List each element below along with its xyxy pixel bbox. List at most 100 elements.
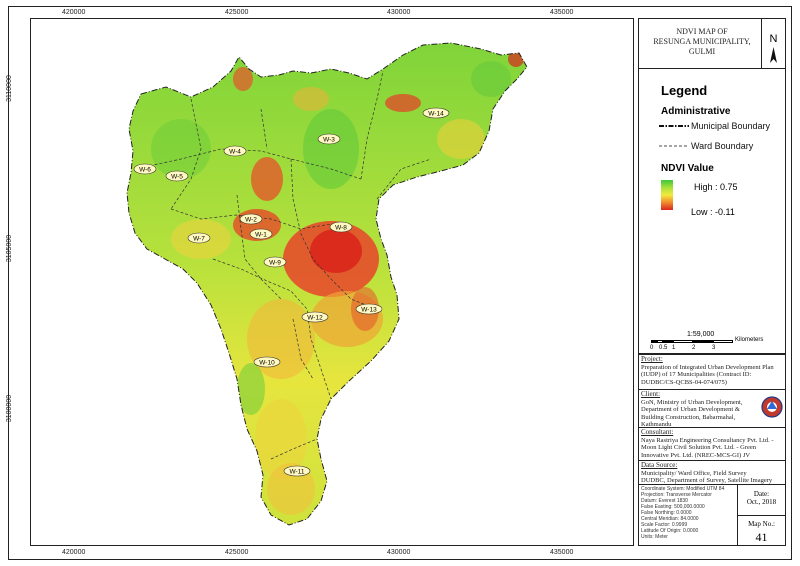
x-tick-top-4: 435000 <box>550 9 574 16</box>
map-title-line1: NDVI MAP OF <box>676 27 728 36</box>
coord-line: Latitude Of Origin: 0.0000 <box>641 528 699 534</box>
ndvi-gradient-swatch <box>661 180 673 210</box>
client-heading: Client: <box>641 390 661 398</box>
ward-w7-text: W-7 <box>193 236 205 243</box>
map-number-value: 41 <box>755 530 768 544</box>
data-source-section: Data Source: Municipality/ Ward Office, … <box>641 461 783 485</box>
map-title-line2: RESUNGA MUNICIPALITY, <box>653 37 751 46</box>
municipal-boundary <box>126 42 528 526</box>
project-section: Project: Preparation of Integrated Urban… <box>641 355 783 386</box>
map-info-panel: NDVI MAP OF RESUNGA MUNICIPALITY, GULMI … <box>638 18 786 546</box>
ward-w4-text: W-4 <box>229 149 241 156</box>
divider <box>639 389 785 390</box>
ward-w5-text: W-5 <box>171 174 183 181</box>
ward-label-w14: W-14 <box>422 107 450 119</box>
legend-ndvi-heading: NDVI Value <box>661 163 714 174</box>
x-tick-top-2: 425000 <box>225 9 249 16</box>
municipal-boundary-symbol <box>659 125 689 127</box>
project-heading: Project: <box>641 355 663 363</box>
legend-block <box>639 69 785 354</box>
project-text: Preparation of Integrated Urban Developm… <box>641 363 774 386</box>
y-tick-left-3: 3100000 <box>6 394 14 423</box>
legend-ndvi-low: Low : -0.11 <box>691 207 735 217</box>
coord-line: Coordinate System: Modified UTM 84 <box>641 486 725 492</box>
ward-w10-text: W-10 <box>259 360 275 367</box>
ward-label-w11: W-11 <box>283 465 311 477</box>
map-title-line3: GULMI <box>688 47 716 56</box>
client-section: Client: GoN, Ministry of Urban Developme… <box>641 390 759 429</box>
ward-label-w13: W-13 <box>355 303 383 315</box>
divider <box>639 484 785 485</box>
title-block: NDVI MAP OF RESUNGA MUNICIPALITY, GULMI … <box>639 19 785 69</box>
ward-label-w5: W-5 <box>165 170 189 182</box>
x-tick-top-1: 420000 <box>62 9 86 16</box>
ward-boundaries <box>134 70 432 460</box>
legend-municipal-boundary: Municipal Boundary <box>691 121 771 131</box>
map-canvas[interactable]: W-6 W-5 W-4 W-3 W-14 W-2 W-1 W-7 W-8 W-9… <box>30 18 634 546</box>
legend-title: Legend <box>661 83 708 98</box>
ward-label-w9: W-9 <box>263 256 287 268</box>
ward-w11-text: W-11 <box>290 469 305 476</box>
ward-label-w4: W-4 <box>223 145 247 157</box>
y-tick-left-1: 3110000 <box>5 75 13 102</box>
ward-w1-text: W-1 <box>255 232 267 239</box>
ward-w8-text: W-8 <box>335 225 347 232</box>
ward-labels: W-6 W-5 W-4 W-3 W-14 W-2 W-1 W-7 W-8 W-9… <box>133 107 450 477</box>
ward-w6-text: W-6 <box>139 167 151 174</box>
data-source-heading: Data Source: <box>641 461 678 469</box>
north-label: N <box>769 33 778 45</box>
scale-bar <box>651 340 733 343</box>
ward-label-w7: W-7 <box>187 232 211 244</box>
coord-line: Datum: Everest 1830 <box>641 498 688 504</box>
scale-label-2: 2 <box>692 345 696 351</box>
ndvi-texture <box>151 51 524 515</box>
data-source-line2: DUDBC, Department of Survey, Satellite I… <box>641 477 773 485</box>
ward-label-w12: W-12 <box>301 311 329 323</box>
client-text: GoN, Ministry of Urban Development, Depa… <box>641 398 743 429</box>
ward-w12-text: W-12 <box>307 315 323 322</box>
coord-line: Central Meridian: 84.0000 <box>641 516 699 522</box>
x-tick-bottom-3: 430000 <box>387 549 411 556</box>
ward-label-w3: W-3 <box>317 133 341 145</box>
x-tick-bottom-2: 425000 <box>225 549 249 556</box>
map-sheet-frame <box>8 6 792 560</box>
ward-w9-text: W-9 <box>269 260 281 267</box>
x-tick-top-3: 430000 <box>387 9 411 16</box>
divider <box>639 460 785 461</box>
ward-boundary-symbol <box>659 145 689 147</box>
divider <box>639 427 785 428</box>
ward-w14-text: W-14 <box>428 111 444 118</box>
coordinate-info: Coordinate System: Modified UTM 84 Proje… <box>641 486 737 540</box>
scale-label-3: 3 <box>712 345 716 351</box>
ward-w2-text: W-2 <box>245 217 257 224</box>
north-arrow-icon: N <box>761 19 785 69</box>
consultant-text: Naya Rastriya Engineering Consultancy Pv… <box>641 436 774 459</box>
ward-label-w6: W-6 <box>133 163 157 175</box>
info-row: Coordinate System: Modified UTM 84 Proje… <box>639 484 785 546</box>
date-label: Date: <box>753 490 770 498</box>
date-box: Date: Oct., 2018 <box>737 484 785 516</box>
ward-w13-text: W-13 <box>361 307 377 314</box>
ward-w3-text: W-3 <box>323 137 335 144</box>
ward-label-w10: W-10 <box>253 356 281 368</box>
coord-line: Scale Factor: 0.9999 <box>641 522 688 528</box>
ward-label-w1: W-1 <box>249 228 273 240</box>
legend-ndvi-high: High : 0.75 <box>694 182 738 192</box>
scale-unit: Kilometers <box>735 337 764 343</box>
map-number-box: Map No.: 41 <box>737 516 785 546</box>
scale-label-0-5: 0.5 <box>659 345 668 351</box>
date-value: Oct., 2018 <box>746 498 777 506</box>
y-tick-left-2: 3105000 <box>6 234 14 263</box>
scale-label-1: 1 <box>672 345 676 351</box>
map-title: NDVI MAP OF RESUNGA MUNICIPALITY, GULMI <box>643 27 761 57</box>
ward-label-w2: W-2 <box>239 213 263 225</box>
x-tick-bottom-1: 420000 <box>62 549 86 556</box>
scale-ratio: 1:59,000 <box>687 331 715 338</box>
ward-label-w8: W-8 <box>329 221 353 233</box>
legend-ward-boundary: Ward Boundary <box>691 141 754 151</box>
coord-line: False Easting: 500,000.0000 <box>641 504 705 510</box>
coord-line: False Northing: 0.0000 <box>641 510 692 516</box>
scale-label-0: 0 <box>650 345 654 351</box>
consultant-section: Consultant: Naya Rastriya Engineering Co… <box>641 428 783 459</box>
ndvi-map-svg: W-6 W-5 W-4 W-3 W-14 W-2 W-1 W-7 W-8 W-9… <box>126 42 528 526</box>
